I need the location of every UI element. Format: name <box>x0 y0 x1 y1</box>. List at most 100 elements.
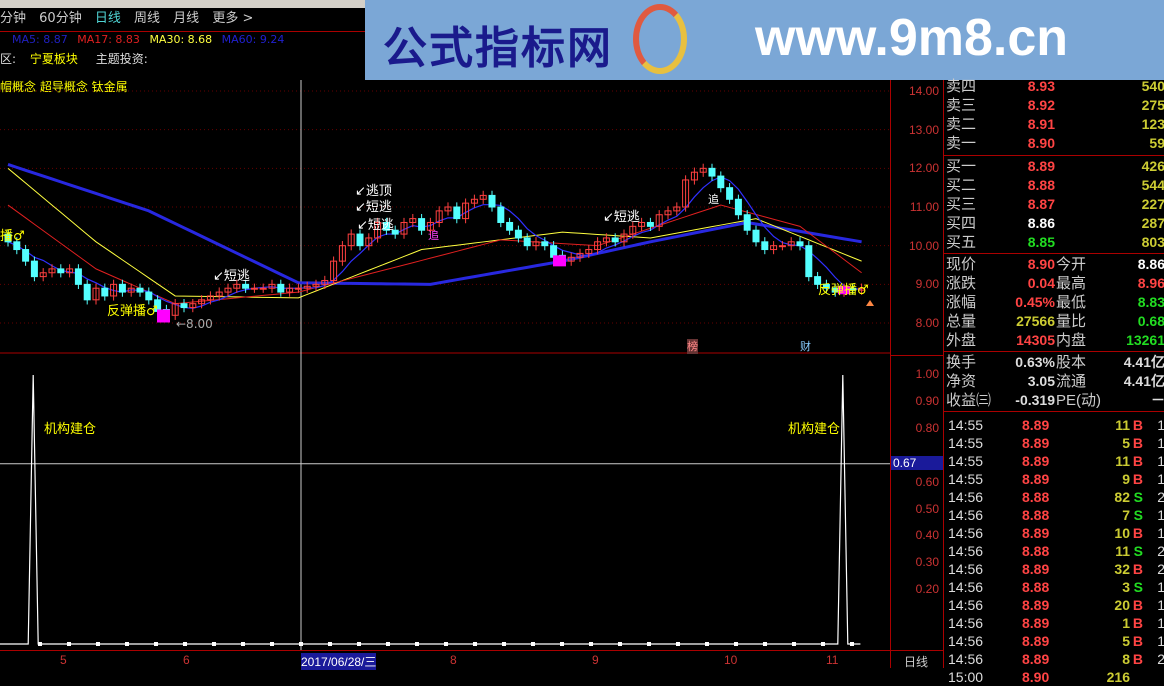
tab-daily[interactable]: 日线 <box>94 11 121 26</box>
quote-row: 涨幅 0.45% 最低 8.83 <box>946 293 1164 312</box>
tick-row: 14:56 8.88 7 S 1 <box>946 506 1164 524</box>
tick-direction: B <box>1132 561 1143 577</box>
quote-label: 总量 <box>946 313 977 330</box>
candle <box>743 214 751 231</box>
tick-direction: S <box>1133 543 1143 559</box>
indicator-tick: 1.00 <box>915 367 939 381</box>
candle <box>426 221 434 231</box>
candle <box>4 233 12 243</box>
region-value[interactable]: 宁夏板块 <box>29 52 78 66</box>
tick-count: 1 <box>1157 633 1164 649</box>
bid-row: 买二 8.88 544 <box>946 176 1164 195</box>
tick-time: 15:00 <box>948 669 984 685</box>
bid-label: 买三 <box>946 196 977 213</box>
date-label: 6 <box>183 653 190 667</box>
tick-time: 14:56 <box>948 543 984 559</box>
candle <box>286 287 294 293</box>
quote-row: 外盘 14305 内盘 13261 <box>946 331 1164 350</box>
candle <box>101 287 109 297</box>
indicator-marker <box>212 642 216 646</box>
candle <box>277 283 285 293</box>
quote-label: 外盘 <box>946 332 977 349</box>
price-tick: 11.00 <box>909 200 939 214</box>
tick-volume: 1 <box>1122 615 1130 631</box>
candle <box>259 287 267 290</box>
candle <box>330 260 338 281</box>
tick-direction: B <box>1132 471 1143 487</box>
region-info: 区: 宁夏板块 主题投资: <box>0 50 148 67</box>
candle <box>488 194 496 208</box>
signal-escape: ↙短逃 <box>603 210 640 225</box>
tick-time: 14:56 <box>948 597 984 613</box>
tab-weekly[interactable]: 周线 <box>134 11 161 26</box>
tick-count: 1 <box>1157 507 1164 523</box>
concepts[interactable]: 帽概念 超导概念 钛金属 <box>0 80 128 94</box>
axis-divider <box>891 355 944 356</box>
signal-rebound: 反弹播♂ <box>818 283 869 298</box>
bid-volume: 426 <box>1141 158 1164 174</box>
indicator-marker <box>792 642 796 646</box>
tick-row: 14:55 8.89 11 B 1 <box>946 416 1164 434</box>
indicator-tick: 0.40 <box>915 528 939 543</box>
signal-escape: ↙短逃 <box>213 269 250 284</box>
tick-time: 14:56 <box>948 651 984 667</box>
fundamental-row: 换手 0.63% 股本 4.41亿 <box>946 353 1164 372</box>
bid-label: 买四 <box>946 215 977 232</box>
tick-row: 14:56 8.89 1 B 1 <box>946 614 1164 632</box>
tick-volume: 82 <box>1114 489 1130 505</box>
kline-chart[interactable] <box>0 80 890 650</box>
tab-60min[interactable]: 60分钟 <box>39 11 82 26</box>
tick-direction: B <box>1132 615 1143 631</box>
candle <box>506 221 514 231</box>
candle <box>136 287 144 293</box>
quote-label: 最高 <box>1056 275 1087 292</box>
candle <box>356 233 364 247</box>
tick-price: 8.89 <box>1022 651 1050 667</box>
candle <box>620 233 628 243</box>
banner-url: www.9m8.cn <box>755 9 1069 67</box>
candle <box>215 291 223 297</box>
quote-label: 涨幅 <box>946 294 977 311</box>
tag-list[interactable]: 榜 <box>687 339 698 354</box>
date-cursor-label: 2017/06/28/三 <box>301 653 377 670</box>
candle <box>532 241 540 247</box>
tick-count: 1 <box>1157 615 1164 631</box>
candle <box>629 225 637 235</box>
tick-time: 14:55 <box>948 471 984 487</box>
tick-price: 8.89 <box>1022 453 1050 469</box>
date-label: 8 <box>450 653 457 667</box>
tab-monthly[interactable]: 月线 <box>173 11 200 26</box>
ask-price: 8.91 <box>1027 116 1055 132</box>
candle <box>312 283 320 287</box>
tick-row: 14:56 8.89 32 B 2 <box>946 560 1164 578</box>
candle <box>145 291 153 301</box>
indicator-marker <box>589 642 593 646</box>
candle <box>814 276 822 285</box>
candle <box>382 221 390 231</box>
candle <box>110 283 118 297</box>
quote-panel: 卖四 8.93 540 卖三 8.92 275 卖二 8.91 123 卖一 8.90 59 买一 8.8… <box>943 78 1164 685</box>
tick-row: 14:56 8.89 5 B 1 <box>946 632 1164 650</box>
tab-more[interactable]: 更多 > <box>212 11 254 26</box>
tick-count: 1 <box>1157 417 1164 433</box>
tab-minute[interactable]: 分钟 <box>0 11 27 26</box>
candle <box>646 221 654 227</box>
low-price-marker: ←8.00 <box>176 317 213 331</box>
tick-count: 1 <box>1157 579 1164 595</box>
fundamental-value: － <box>1151 392 1164 408</box>
candle <box>347 233 355 247</box>
candle <box>171 303 179 316</box>
candle <box>22 249 30 262</box>
bid-volume: 287 <box>1141 215 1164 231</box>
indicator-tick: 0.90 <box>915 393 939 408</box>
quote-label: 现价 <box>946 256 977 273</box>
tick-count: 2 <box>1157 489 1164 505</box>
candle <box>30 260 38 278</box>
tick-row: 15:00 8.90 216 <box>946 668 1164 686</box>
candle <box>611 237 619 243</box>
date-label: 5 <box>60 653 67 667</box>
indicator-tick: 0.67 <box>891 455 943 470</box>
tag-finance[interactable]: 财 <box>800 340 811 353</box>
divider <box>944 351 1164 352</box>
date-label: 10 <box>724 653 738 667</box>
